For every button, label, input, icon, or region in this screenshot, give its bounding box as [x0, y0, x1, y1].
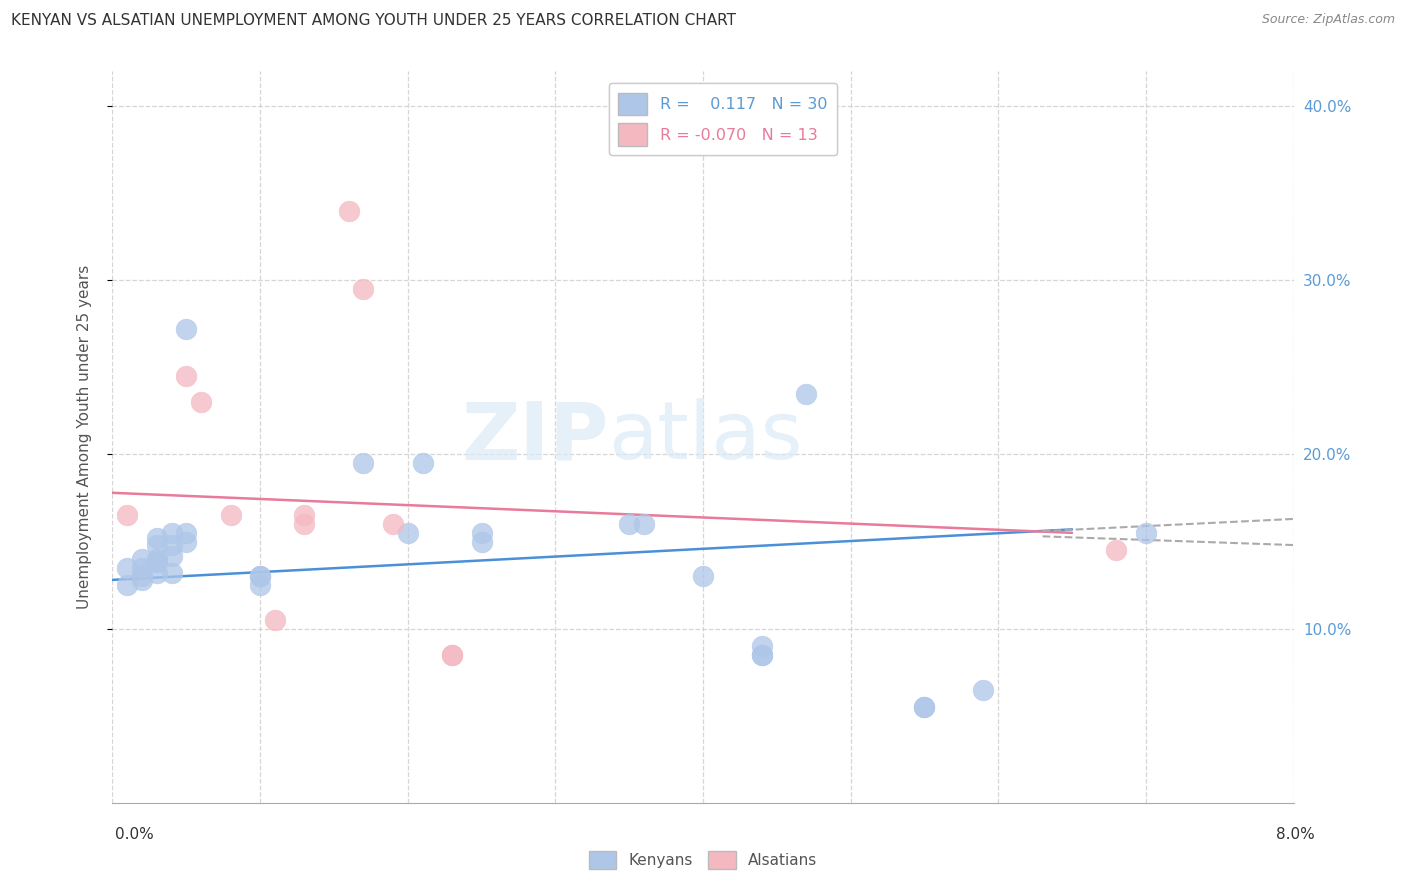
- Text: Source: ZipAtlas.com: Source: ZipAtlas.com: [1261, 13, 1395, 27]
- Point: [352, 282, 374, 296]
- Point: [146, 538, 169, 552]
- Point: [396, 525, 419, 540]
- Point: [174, 322, 197, 336]
- Text: KENYAN VS ALSATIAN UNEMPLOYMENT AMONG YOUTH UNDER 25 YEARS CORRELATION CHART: KENYAN VS ALSATIAN UNEMPLOYMENT AMONG YO…: [11, 13, 737, 29]
- Y-axis label: Unemployment Among Youth under 25 years: Unemployment Among Youth under 25 years: [77, 265, 91, 609]
- Point: [146, 566, 169, 580]
- Point: [190, 395, 212, 409]
- Point: [117, 508, 138, 523]
- Text: 8.0%: 8.0%: [1275, 827, 1315, 841]
- Point: [174, 534, 197, 549]
- Point: [160, 549, 183, 563]
- Point: [146, 531, 169, 545]
- Point: [219, 508, 242, 523]
- Point: [292, 508, 315, 523]
- Legend: Kenyans, Alsatians: Kenyans, Alsatians: [582, 845, 824, 875]
- Point: [337, 203, 360, 218]
- Point: [973, 682, 995, 697]
- Point: [692, 569, 714, 583]
- Point: [146, 556, 169, 570]
- Point: [131, 573, 153, 587]
- Text: ZIP: ZIP: [461, 398, 609, 476]
- Point: [117, 578, 138, 592]
- Point: [633, 517, 655, 532]
- Point: [131, 560, 153, 574]
- Point: [751, 648, 773, 662]
- Point: [249, 569, 271, 583]
- Point: [249, 569, 271, 583]
- Point: [1135, 525, 1157, 540]
- Point: [264, 613, 287, 627]
- Point: [160, 566, 183, 580]
- Point: [471, 525, 494, 540]
- Point: [174, 525, 197, 540]
- Point: [249, 578, 271, 592]
- Point: [146, 552, 169, 566]
- Point: [471, 534, 494, 549]
- Legend: R =    0.117   N = 30, R = -0.070   N = 13: R = 0.117 N = 30, R = -0.070 N = 13: [609, 83, 837, 155]
- Point: [292, 517, 315, 532]
- Point: [117, 560, 138, 574]
- Point: [146, 556, 169, 570]
- Point: [914, 700, 936, 714]
- Point: [174, 369, 197, 384]
- Point: [131, 552, 153, 566]
- Point: [412, 456, 434, 470]
- Point: [751, 648, 773, 662]
- Point: [441, 648, 464, 662]
- Point: [160, 538, 183, 552]
- Point: [619, 517, 641, 532]
- Point: [352, 456, 374, 470]
- Text: 0.0%: 0.0%: [115, 827, 155, 841]
- Point: [1105, 543, 1128, 558]
- Point: [160, 525, 183, 540]
- Text: atlas: atlas: [609, 398, 803, 476]
- Point: [131, 569, 153, 583]
- Point: [796, 386, 818, 401]
- Point: [382, 517, 405, 532]
- Point: [751, 639, 773, 653]
- Point: [914, 700, 936, 714]
- Point: [441, 648, 464, 662]
